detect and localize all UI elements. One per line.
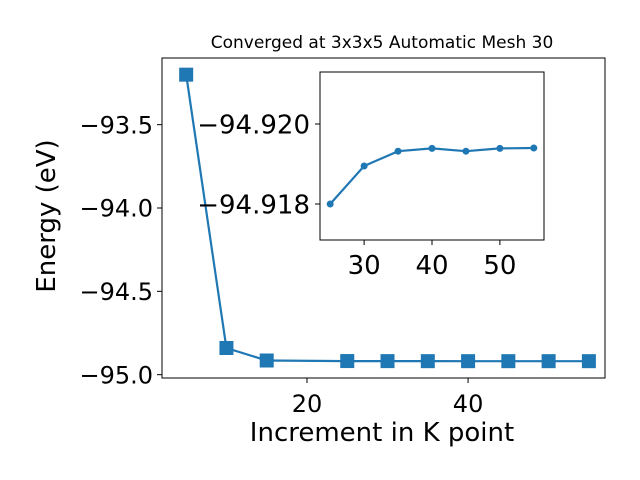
main-data-point xyxy=(380,354,395,369)
main-x-tick-label: 20 xyxy=(292,390,323,418)
main-data-point xyxy=(420,354,435,369)
main-data-point xyxy=(581,354,596,369)
y-axis-title: Energy (eV) xyxy=(32,139,62,292)
main-y-tick-label: −95.0 xyxy=(79,361,153,389)
main-y-tick-label: −93.5 xyxy=(79,111,153,139)
inset-plot: 30 40 50 −94.920 −94.918 xyxy=(197,71,545,281)
main-data-point xyxy=(501,354,516,369)
inset-data-point xyxy=(326,200,334,208)
inset-x-tick-label: 40 xyxy=(415,251,448,281)
x-axis-title: Increment in K point xyxy=(250,418,514,448)
inset-data-point xyxy=(530,144,538,152)
main-series-line xyxy=(185,74,589,363)
inset-data-point xyxy=(462,147,470,155)
inset-data-point xyxy=(360,162,368,170)
inset-y-tick-label: −94.918 xyxy=(197,190,310,220)
main-y-tick-label: −94.5 xyxy=(79,278,153,306)
main-data-point xyxy=(259,353,274,368)
inset-data-point xyxy=(428,144,436,152)
inset-plot-frame xyxy=(319,71,545,241)
main-x-tick-label: 40 xyxy=(453,390,484,418)
inset-data-point xyxy=(394,147,402,155)
inset-x-tick-label: 50 xyxy=(483,251,516,281)
main-data-point xyxy=(179,67,194,82)
main-data-point xyxy=(541,354,556,369)
main-y-tick-label: −94.0 xyxy=(79,195,153,223)
main-data-point xyxy=(219,341,234,355)
main-data-point xyxy=(340,354,355,369)
inset-x-tick-label: 30 xyxy=(348,251,381,281)
inset-y-tick-label: −94.920 xyxy=(197,110,310,140)
inset-data-point xyxy=(496,144,504,152)
chart-title: Converged at 3x3x5 Automatic Mesh 30 xyxy=(211,33,554,53)
main-data-point xyxy=(461,354,476,369)
